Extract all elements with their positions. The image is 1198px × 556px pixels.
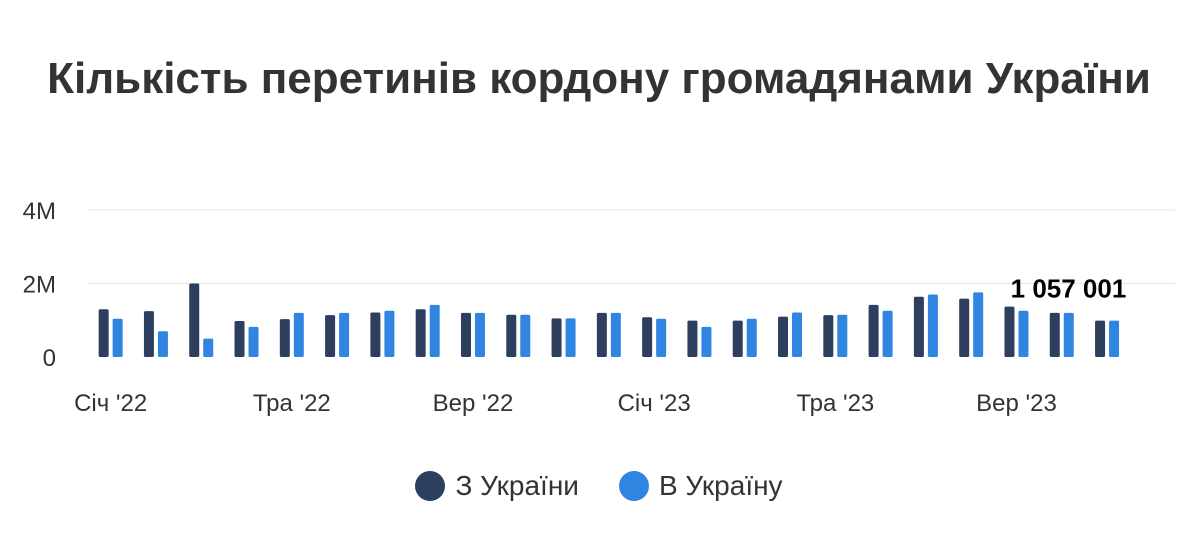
x-tick-label: Вер '23 <box>976 390 1057 417</box>
bar-from-ukraine <box>143 311 154 357</box>
bar-to-ukraine <box>1109 320 1120 357</box>
legend-label-from-ukraine: З України <box>455 470 579 501</box>
bar-to-ukraine <box>1063 312 1074 357</box>
bar-from-ukraine <box>778 316 789 357</box>
x-tick-label: Січ '23 <box>618 390 691 417</box>
bar-to-ukraine <box>973 292 984 357</box>
bar-to-ukraine <box>112 318 123 357</box>
bar-to-ukraine <box>837 314 848 357</box>
x-tick-label: Тра '22 <box>253 390 331 417</box>
legend-label-to-ukraine: В Україну <box>658 470 783 501</box>
bar-from-ukraine <box>732 320 743 357</box>
bar-to-ukraine <box>701 326 712 357</box>
y-tick-label: 2M <box>23 272 56 299</box>
bar-from-ukraine <box>415 309 426 357</box>
bar-to-ukraine <box>203 338 214 357</box>
bar-to-ukraine <box>656 318 667 357</box>
bar-from-ukraine <box>234 320 245 357</box>
y-tick-label: 0 <box>43 345 56 372</box>
bar-from-ukraine <box>370 312 381 357</box>
bar-from-ukraine <box>1004 306 1015 357</box>
y-tick-label: 4M <box>23 198 56 225</box>
bar-to-ukraine <box>157 331 168 357</box>
bar-to-ukraine <box>746 318 757 357</box>
bar-to-ukraine <box>248 326 259 357</box>
bar-to-ukraine <box>927 294 938 357</box>
bar-from-ukraine <box>642 317 653 357</box>
bar-from-ukraine <box>823 315 834 357</box>
legend-swatch-to-ukraine <box>618 471 649 501</box>
bar-from-ukraine <box>98 309 109 357</box>
bar-to-ukraine <box>1018 310 1029 357</box>
bar-from-ukraine <box>506 314 517 357</box>
bar-from-ukraine <box>279 319 290 357</box>
bar-from-ukraine <box>551 318 562 357</box>
bar-from-ukraine <box>596 312 607 357</box>
bar-from-ukraine <box>687 320 698 357</box>
bar-from-ukraine <box>959 298 970 357</box>
x-tick-label: Тра '23 <box>796 390 874 417</box>
bar-from-ukraine <box>1049 312 1060 357</box>
bar-to-ukraine <box>882 310 893 357</box>
chart-title-text: Кількість перетинів кордону громадянами … <box>47 54 1151 103</box>
legend: З України В Україну <box>0 470 1198 502</box>
bar-to-ukraine <box>384 310 395 357</box>
bar-to-ukraine <box>429 304 440 357</box>
bar-to-ukraine <box>520 314 531 357</box>
x-tick-label: Січ '22 <box>74 390 147 417</box>
chart-title: Кількість перетинів кордону громадянами … <box>0 48 1198 110</box>
bar-from-ukraine <box>868 304 879 357</box>
data-label: 1 057 001 <box>1011 274 1127 304</box>
bar-from-ukraine <box>913 296 924 357</box>
bar-from-ukraine <box>1095 320 1106 357</box>
bar-to-ukraine <box>474 312 485 357</box>
bar-to-ukraine <box>792 312 803 357</box>
legend-item-from-ukraine[interactable]: З України <box>415 470 579 502</box>
bar-to-ukraine <box>339 312 350 357</box>
x-tick-label: Вер '22 <box>433 390 514 417</box>
legend-item-to-ukraine[interactable]: В Україну <box>618 470 783 502</box>
bar-to-ukraine <box>610 312 621 357</box>
bar-from-ukraine <box>325 315 336 357</box>
legend-swatch-from-ukraine <box>415 471 446 501</box>
bar-to-ukraine <box>293 312 304 357</box>
bar-from-ukraine <box>189 283 200 357</box>
bar-from-ukraine <box>460 312 471 357</box>
bar-to-ukraine <box>565 318 576 357</box>
